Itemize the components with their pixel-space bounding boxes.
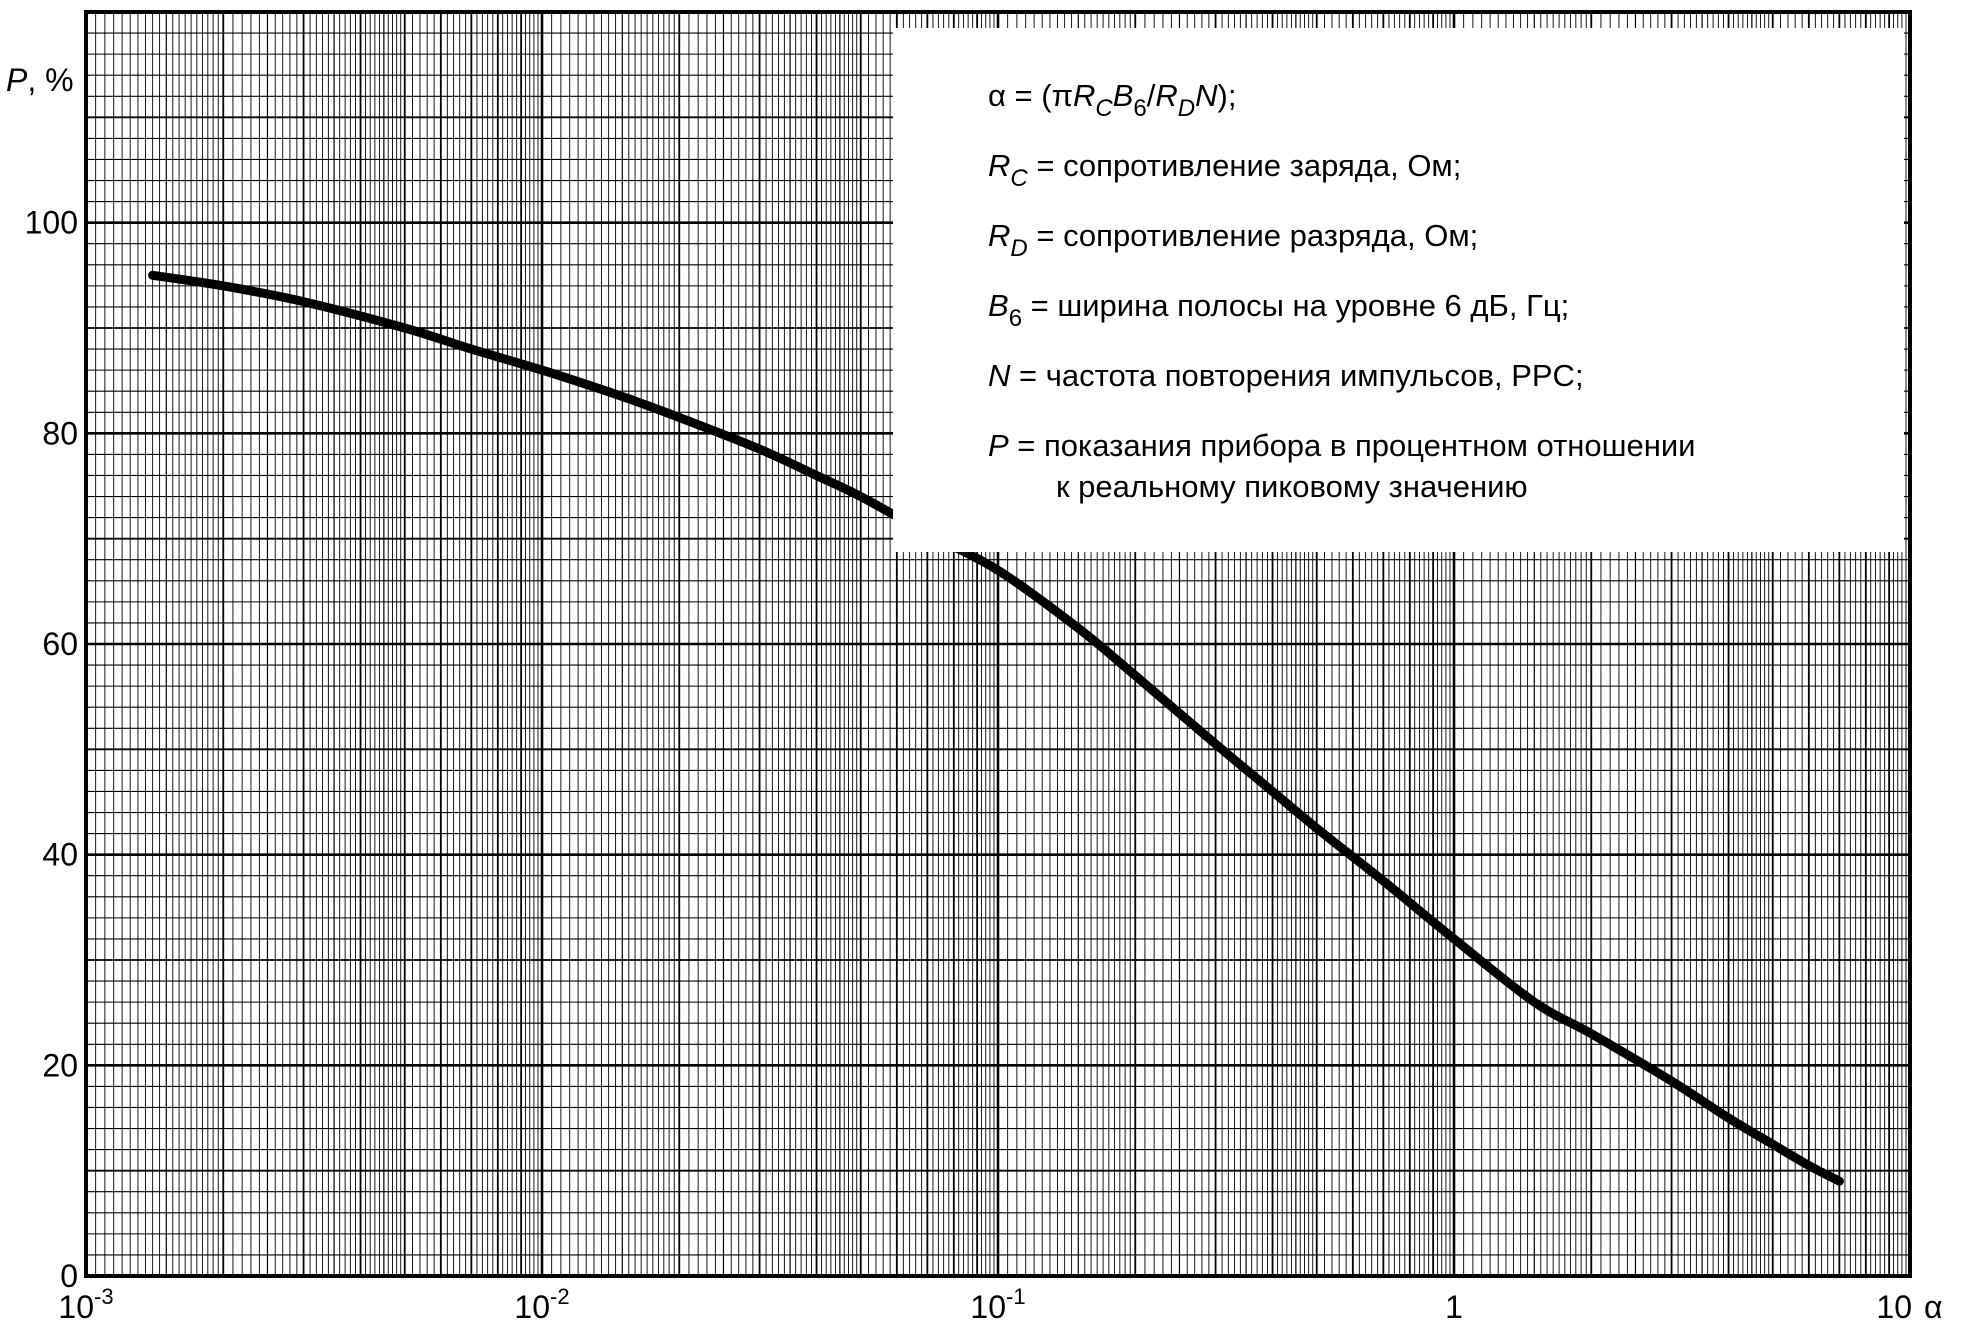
legend-box: α = (πRCB6/RDN); RC = сопротивление заряд… [893,28,1904,552]
x-tick-label: 10 [1876,1289,1912,1325]
x-tick-label: 10-3 [58,1284,113,1325]
series-layer [148,270,1844,1186]
legend-line: α = (πRCB6/RDN); [988,78,1236,122]
y-tick-label: 20 [42,1047,78,1083]
y-tick-label: 60 [42,626,78,662]
x-tick-label: 10-1 [970,1284,1025,1325]
plot-frame [84,10,1912,1278]
y-tick-label: 40 [42,837,78,873]
legend-line: RD = сопротивление разряда, Ом; [988,218,1478,262]
legend-line: B6 = ширина полосы на уровне 6 дБ, Гц; [988,288,1569,332]
legend-line: N = частота повторения импульсов, PPC; [988,358,1584,393]
series-line [148,270,1844,1186]
x-tick-labels: 10-3 10-2 10-1 1 10 [58,1284,1912,1325]
x-tick-label: 1 [1445,1289,1463,1325]
y-tick-label: 80 [42,415,78,451]
y-tick-label: 0 [60,1258,78,1294]
y-tick-labels: 0 20 40 60 80 100 [25,205,78,1294]
legend-line: P = показания прибора в процентном отнош… [988,428,1696,463]
x-axis-label: α [1924,1289,1943,1325]
legend-line: к реальному пиковому значению [1056,469,1528,504]
legend-line: RC = сопротивление заряда, Ом; [988,148,1461,192]
legend-background [893,28,1904,552]
y-axis-label: P, % [6,62,74,98]
x-tick-label: 10-2 [514,1284,569,1325]
y-tick-label: 100 [25,205,78,241]
